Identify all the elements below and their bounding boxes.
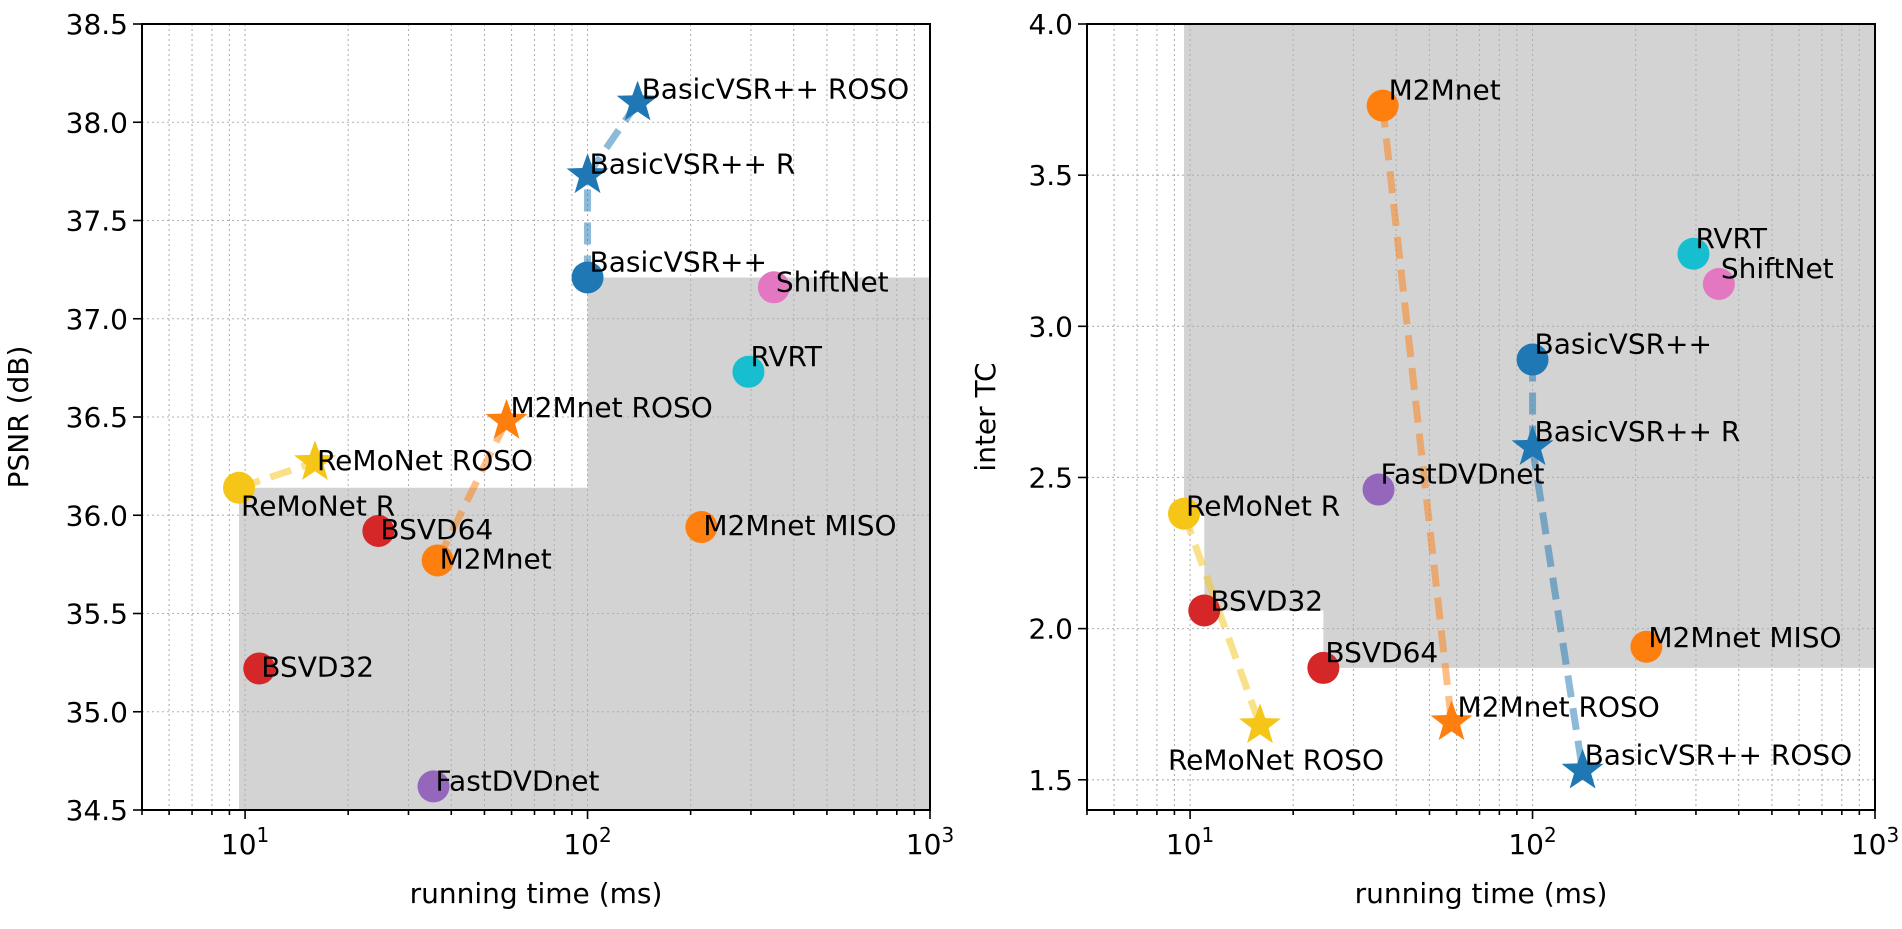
data-label: BSVD64 (380, 513, 493, 546)
data-point-circle (1362, 473, 1395, 506)
shaded-region (239, 277, 930, 810)
data-point-star (616, 80, 659, 121)
data-point-star (1430, 700, 1473, 741)
data-point-star (1511, 425, 1554, 466)
x-axis-label: running time (ms) (410, 877, 663, 910)
y-tick-label: 4.0 (1028, 8, 1073, 41)
data-label: M2Mnet (440, 542, 552, 575)
x-axis-label: running time (ms) (1355, 877, 1608, 910)
data-label: FastDVDnet (436, 764, 600, 797)
y-tick-label: 36.0 (66, 499, 128, 532)
y-tick-label: 1.5 (1028, 764, 1073, 797)
x-tick-label: 101 (1166, 823, 1214, 861)
data-point-circle (571, 261, 604, 294)
y-tick-label: 2.5 (1028, 461, 1073, 494)
data-label: BasicVSR++ R (1535, 415, 1741, 448)
data-label: BasicVSR++ (590, 245, 767, 278)
data-point-circle (1366, 89, 1399, 122)
plot-panel-1: BasicVSR++ ROSO BasicVSR++ R BasicVSR++ Shi… (2, 8, 954, 910)
data-label: M2Mnet ROSO (511, 391, 713, 424)
series-link (1180, 512, 1264, 727)
data-label: BSVD64 (1325, 636, 1438, 669)
data-label: M2Mnet MISO (1648, 621, 1841, 654)
data-label: BasicVSR++ ROSO (642, 73, 910, 106)
data-point-circle (1307, 651, 1340, 684)
x-tick-label: 101 (221, 823, 269, 861)
x-tick-label: 103 (1851, 823, 1899, 861)
data-point-circle (1677, 237, 1710, 270)
data-point-circle (732, 355, 765, 388)
y-tick-label: 38.5 (66, 8, 128, 41)
data-point-circle (1516, 343, 1549, 376)
data-label: ShiftNet (1721, 252, 1834, 285)
data-point-circle (417, 770, 450, 803)
y-axis-label: PSNR (dB) (2, 346, 35, 489)
y-tick-label: 38.0 (66, 106, 128, 139)
data-label: ReMoNet ROSO (317, 444, 533, 477)
data-label: ReMoNet R (241, 490, 395, 523)
data-point-circle (223, 471, 256, 504)
data-label: ShiftNet (776, 265, 889, 298)
series-link (1379, 105, 1456, 723)
data-label: RVRT (1695, 222, 1767, 255)
y-tick-label: 3.0 (1028, 310, 1073, 343)
data-label: FastDVDnet (1381, 458, 1545, 491)
y-tick-label: 34.5 (66, 794, 128, 827)
data-point-circle (1168, 497, 1201, 530)
data-point-circle (1188, 594, 1221, 627)
data-label: BasicVSR++ R (590, 147, 796, 180)
y-tick-label: 3.5 (1028, 159, 1073, 192)
data-label: M2Mnet MISO (703, 509, 896, 542)
series-link (1529, 446, 1587, 772)
data-label: BasicVSR++ (1535, 328, 1712, 361)
data-label: RVRT (750, 340, 822, 373)
y-axis-label: inter TC (969, 362, 1002, 471)
y-tick-label: 35.0 (66, 696, 128, 729)
x-tick-label: 102 (1508, 823, 1556, 861)
data-label: ReMoNet R (1186, 490, 1340, 523)
y-tick-label: 36.5 (66, 401, 128, 434)
data-point-star (1561, 748, 1604, 789)
data-point-circle (243, 652, 276, 685)
y-tick-label: 2.0 (1028, 613, 1073, 646)
data-point-circle (685, 511, 718, 544)
axes-frame (1086, 23, 1876, 811)
data-label: ReMoNet ROSO (1168, 743, 1384, 776)
data-label: M2Mnet ROSO (1458, 690, 1660, 723)
data-point-circle (362, 514, 395, 547)
series-link (434, 419, 510, 562)
y-tick-label: 37.5 (66, 205, 128, 238)
data-point-star (294, 440, 336, 480)
data-point-circle (1630, 630, 1663, 663)
data-point-circle (757, 271, 790, 304)
y-tick-label: 35.5 (66, 598, 128, 631)
data-point-star (566, 153, 609, 194)
data-point-star (485, 398, 528, 439)
data-label: BSVD32 (1210, 584, 1323, 617)
data-point-circle (1702, 267, 1735, 300)
x-tick-label: 103 (906, 823, 954, 861)
data-label: BSVD32 (261, 651, 374, 684)
data-point-star (1239, 703, 1281, 744)
data-label: BasicVSR++ ROSO (1585, 739, 1853, 772)
y-tick-label: 37.0 (66, 303, 128, 336)
data-point-circle (421, 544, 454, 577)
data-label: M2Mnet (1389, 74, 1501, 107)
x-tick-label: 102 (563, 823, 611, 861)
